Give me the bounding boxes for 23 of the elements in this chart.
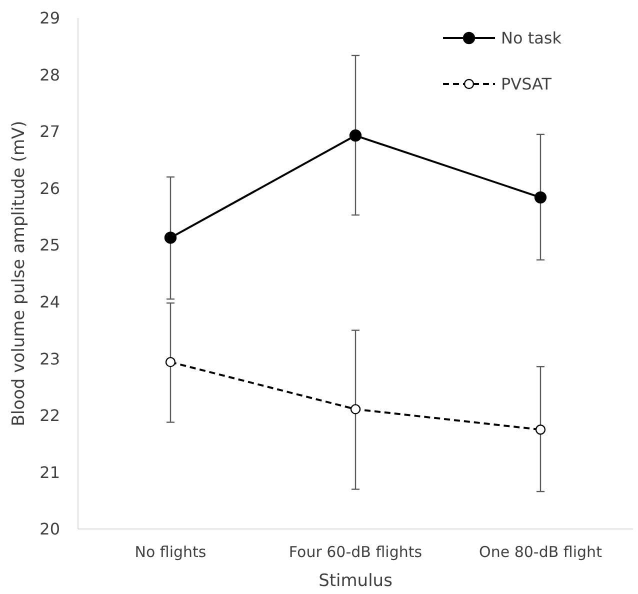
y-tick-label: 26 — [40, 178, 60, 198]
x-tick-label: No flights — [134, 543, 206, 561]
legend-label: No task — [501, 28, 562, 48]
y-tick-label: 23 — [40, 349, 60, 368]
y-tick-label: 22 — [40, 406, 60, 426]
y-tick-label: 24 — [40, 292, 60, 312]
point — [350, 404, 361, 414]
y-tick-label: 25 — [40, 236, 60, 255]
y-tick-label: 21 — [40, 462, 60, 482]
y-tick-label: 29 — [40, 8, 60, 28]
y-tick-label: 27 — [40, 122, 60, 142]
legend-label: PVSAT — [501, 74, 552, 94]
point — [349, 129, 362, 142]
point — [165, 356, 176, 368]
x-tick-label: One 80-dB flight — [479, 543, 602, 561]
y-axis-title: Blood volume pulse amplitude (mV) — [9, 120, 29, 426]
point — [535, 424, 546, 435]
x-axis-title: Stimulus — [318, 571, 393, 591]
y-tick-label: 28 — [40, 65, 60, 84]
point — [164, 232, 177, 244]
point — [534, 191, 547, 204]
y-tick-label: 20 — [40, 520, 60, 539]
x-tick-label: Four 60-dB flights — [288, 543, 422, 561]
